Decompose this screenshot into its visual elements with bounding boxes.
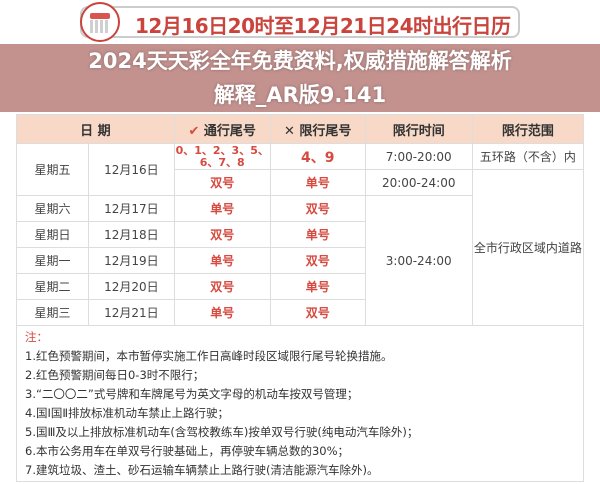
table-row: 双号 单号 20:00-24:00 全市行政区域内道路 [17, 169, 585, 326]
table-cell: 双号 [173, 273, 271, 300]
note-item: 4.国Ⅰ国Ⅱ排放标准机动车禁止上路行驶； [25, 406, 230, 420]
table-row: 星期三 12月21日 单号 双号 [16, 299, 584, 326]
header-pass: ✔ 通行尾号 [173, 114, 271, 144]
table-cell: 双号 [269, 247, 366, 274]
table-cell: 双号 [269, 299, 366, 326]
header-restrict: ✕ 限行尾号 [269, 114, 366, 144]
table-cell: 星期二 [16, 273, 89, 300]
overlay-line-2: 解释_AR版9.141 [213, 83, 387, 107]
header-time: 限行时间 [364, 114, 473, 144]
cross-icon: ✕ [283, 123, 295, 139]
table-cell: 双号 [173, 221, 271, 248]
table-cell: 单号 [173, 195, 271, 222]
table-cell: 单号 [269, 273, 366, 300]
calendar-icon [80, 2, 120, 42]
table-cell: 20:00-24:00 [364, 169, 473, 196]
table-cell: 双号 [173, 169, 271, 196]
overlay-caption: 2024天天彩全年免费资料,权威措施解答解析 解释_AR版9.141 [0, 44, 600, 112]
table-cell: 星期一 [16, 247, 89, 274]
table-cell: 12月17日 [88, 195, 175, 222]
table-cell: 五环路（不含）内 [471, 143, 585, 170]
header-date: 日 期 [16, 114, 175, 144]
note-item: 5.国Ⅲ及以上排放标准机动车(含驾校教练车)按单双号行驶(纯电动汽车除外)； [25, 425, 419, 439]
note-item: 7.建筑垃圾、渣土、砂石运输车辆禁止上路行驶(清洁能源汽车除外)。 [25, 463, 379, 477]
check-icon: ✔ [188, 123, 200, 139]
notes: 注： 1.红色预警期间，本市暂停实施工作日高峰时段区域限行尾号轮换措施。 2.红… [16, 326, 584, 482]
overlay-line-1: 2024天天彩全年免费资料,权威措施解答解析 [88, 49, 512, 73]
table-cell: 12月20日 [88, 273, 175, 300]
note-item: 3.“二〇〇二”式号牌和车牌尾号为英文字母的机动车按双号管理； [25, 387, 359, 401]
table-row: 星期一 12月19日 单号 双号 [16, 247, 584, 274]
table-cell: 单号 [269, 221, 366, 248]
table-cell: 12月16日 [88, 143, 175, 196]
header-pass-label: 通行尾号 [203, 123, 256, 139]
table-cell: 双号 [269, 195, 366, 222]
table-cell: 4、9 [269, 143, 366, 170]
table-cell: 3:00-24:00 [364, 195, 473, 326]
note-item: 1.红色预警期间，本市暂停实施工作日高峰时段区域限行尾号轮换措施。 [25, 349, 393, 363]
table-cell: 单号 [173, 299, 271, 326]
title-banner [80, 6, 520, 38]
table-cell: 全市行政区域内道路 [471, 169, 585, 326]
table-cell: 星期三 [16, 299, 89, 326]
table-cell: 12月19日 [88, 247, 175, 274]
caption-overlay [0, 44, 600, 112]
table-cell: 星期日 [16, 221, 89, 248]
header-range: 限行范围 [471, 114, 585, 144]
note-item: 2.红色预警期间每日0-3时不限行； [25, 368, 205, 382]
table-cell: 12月18日 [88, 221, 175, 248]
table-row: 星期五 12月16日 0、1、2、3、5、6、7、8 4、9 7:00-20:0… [16, 143, 585, 196]
table-cell: 单号 [173, 247, 271, 274]
table-cell: 星期五 [16, 143, 89, 196]
table-cell: 12月21日 [88, 299, 175, 326]
note-item: 6.本市公务用车在单双号行驶基础上，再停驶车辆总数的30%； [25, 444, 350, 458]
table-cell: 星期六 [16, 195, 89, 222]
table-row: 星期六 12月17日 单号 双号 3:00-24:00 [16, 195, 584, 326]
header-restrict-label: 限行尾号 [299, 123, 352, 139]
table-cell: 单号 [269, 169, 366, 196]
table-cell: 7:00-20:00 [364, 143, 473, 170]
table-cell: 0、1、2、3、5、6、7、8 [173, 143, 271, 170]
notes-heading: 注： [25, 330, 48, 344]
table-row: 星期日 12月18日 双号 单号 [16, 221, 584, 248]
banner-title: 12月16日20时至12月21日24时出行日历 [135, 14, 511, 38]
schedule-table: 日 期 ✔ 通行尾号 ✕ 限行尾号 限行时间 限行范围 星期五 12月16日 0… [16, 114, 585, 326]
table-row: 星期二 12月20日 双号 单号 [16, 273, 584, 300]
